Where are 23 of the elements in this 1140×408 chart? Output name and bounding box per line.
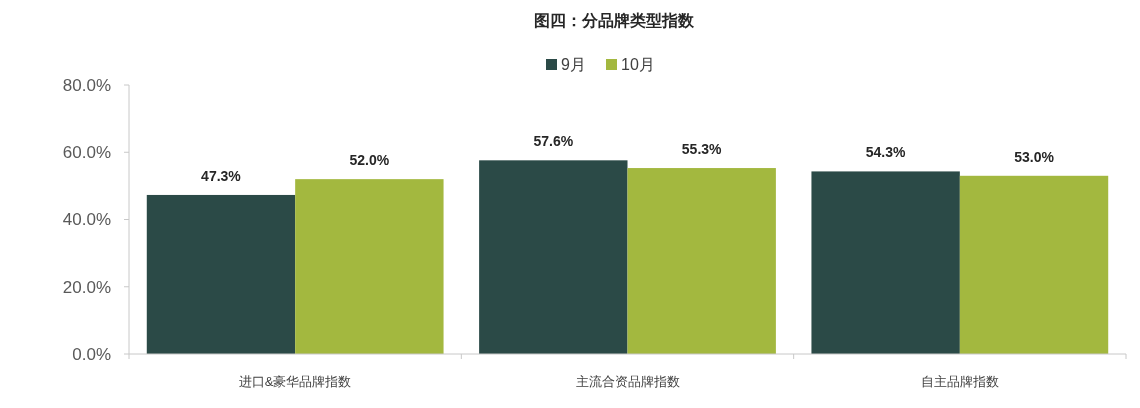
bar bbox=[811, 171, 960, 354]
legend-label: 9月 bbox=[561, 56, 586, 73]
data-label: 47.3% bbox=[201, 167, 242, 184]
x-tick-label: 主流合资品牌指数 bbox=[575, 374, 680, 389]
bar bbox=[146, 194, 296, 354]
bar bbox=[295, 179, 444, 354]
y-tick-label: 80.0% bbox=[62, 75, 111, 95]
y-tick-label: 60.0% bbox=[62, 143, 111, 163]
bar bbox=[479, 160, 628, 354]
data-label: 54.3% bbox=[865, 144, 907, 161]
y-tick-label: 20.0% bbox=[62, 277, 111, 297]
data-label: 57.6% bbox=[533, 133, 574, 150]
data-label: 52.0% bbox=[349, 152, 390, 169]
y-tick-label: 40.0% bbox=[62, 210, 111, 230]
data-label: 55.3% bbox=[681, 141, 723, 158]
legend-label: 10月 bbox=[621, 56, 655, 73]
chart-title: 图四：分品牌类型指数 bbox=[534, 12, 695, 29]
x-tick-label: 进口&豪华品牌指数 bbox=[238, 374, 352, 389]
bar bbox=[959, 175, 1109, 354]
x-tick-label: 自主品牌指数 bbox=[920, 374, 999, 389]
bar bbox=[627, 168, 776, 354]
y-tick-label: 0.0% bbox=[72, 344, 111, 364]
data-label: 53.0% bbox=[1014, 148, 1055, 165]
